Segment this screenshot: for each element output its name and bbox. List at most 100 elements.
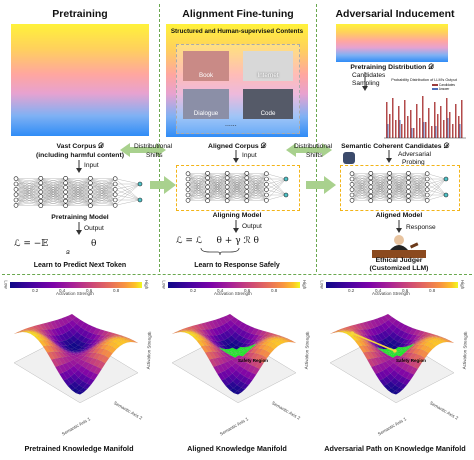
network-edge xyxy=(370,173,390,197)
network-edge xyxy=(246,182,267,190)
network-edge xyxy=(351,182,371,201)
network-edge xyxy=(266,173,287,180)
network-edge xyxy=(15,187,41,190)
thumb-book: Book xyxy=(183,51,229,81)
network-edge xyxy=(15,189,41,193)
network-edge xyxy=(389,173,409,192)
network-edge xyxy=(187,186,208,201)
harmful-content-label: (including harmful content) xyxy=(36,152,124,159)
network-edge xyxy=(115,183,141,195)
network-edge xyxy=(351,184,371,188)
network-edge xyxy=(115,183,141,201)
network-node xyxy=(38,203,44,209)
network-edge xyxy=(370,173,390,192)
adversarial-path xyxy=(351,332,396,352)
alignment-title: Alignment Fine-tuning xyxy=(182,8,294,20)
aligning-model-label: Aligning Model xyxy=(212,212,262,219)
colorbar-3-title: Activation Strength xyxy=(372,291,410,296)
network-edge xyxy=(389,186,409,201)
network-node xyxy=(88,175,93,181)
network-node xyxy=(349,198,355,203)
network-edge xyxy=(246,189,267,197)
network-node xyxy=(185,176,191,182)
divider-left xyxy=(159,4,160,272)
network-edge xyxy=(90,178,116,183)
network-edge xyxy=(187,184,208,188)
thumb-internet: Internet xyxy=(243,51,293,81)
network-edge xyxy=(90,194,116,202)
network-edge xyxy=(351,177,371,190)
network-edge xyxy=(370,177,390,201)
network-edge xyxy=(15,182,41,190)
network-edge xyxy=(15,189,41,197)
surface-patch xyxy=(384,313,393,321)
tick-3b: 0.4 xyxy=(375,288,382,293)
adversarial-title: Adversarial Inducement xyxy=(335,8,455,20)
network-edge xyxy=(15,178,41,197)
network-edge xyxy=(187,178,208,197)
network-edge xyxy=(40,191,66,206)
sampling-arrow xyxy=(362,72,368,91)
thumb-code-label: Code xyxy=(260,110,276,117)
network-edge xyxy=(408,186,428,201)
network-node xyxy=(63,194,68,199)
network-node xyxy=(88,203,93,209)
network-node xyxy=(244,184,250,190)
surface-patch xyxy=(126,337,134,341)
surface-patch xyxy=(329,331,338,334)
network-edge xyxy=(187,191,208,201)
network-node xyxy=(63,189,68,195)
colorbar-3-high: High xyxy=(460,279,466,290)
network-edge xyxy=(187,177,208,190)
network-node xyxy=(424,171,430,176)
network-edge xyxy=(40,187,66,206)
network-edge xyxy=(15,178,41,202)
alignment-thumbnail-grid: Book Internet Dialogue Code ...... xyxy=(176,44,300,134)
network-node xyxy=(264,192,269,198)
network-edge xyxy=(187,186,208,190)
network-edge xyxy=(351,173,371,190)
network-edge xyxy=(65,201,91,206)
network-node xyxy=(283,176,289,182)
network-node xyxy=(112,187,118,192)
network-edge xyxy=(187,184,208,197)
network-edge xyxy=(246,186,267,201)
network-edge xyxy=(65,178,91,188)
tick-2b: 0.4 xyxy=(217,288,224,293)
network-edge xyxy=(427,189,447,196)
shift-right-label-2: Shifts xyxy=(306,152,323,159)
colorbar-1-title: Activation Strength xyxy=(56,291,94,296)
network-node xyxy=(406,170,411,176)
colorbar-3-ticks: 0.2 0.4 0.6 0.8 xyxy=(326,288,458,294)
network-node xyxy=(38,198,44,204)
probing-label: Probing xyxy=(402,159,425,166)
tick-3a: 0.2 xyxy=(348,288,355,293)
network-edge xyxy=(408,173,428,183)
network-edge xyxy=(90,183,116,188)
network-edge xyxy=(15,196,41,206)
legend-answer: Answer xyxy=(432,87,455,92)
network-edge xyxy=(65,178,91,197)
network-edge xyxy=(207,196,228,201)
network-edge xyxy=(246,177,267,180)
network-edge xyxy=(90,178,116,188)
network-edge xyxy=(65,178,91,183)
network-edge xyxy=(187,173,208,180)
safety-region-label-3: Safety Region xyxy=(396,358,427,363)
network-edge xyxy=(351,186,371,190)
network-edge xyxy=(15,178,41,183)
network-node xyxy=(185,171,191,176)
network-edge xyxy=(246,173,267,178)
network-edge xyxy=(351,177,371,201)
network-edge xyxy=(227,173,247,201)
network-edge xyxy=(15,191,41,201)
network-edge xyxy=(351,182,371,185)
network-edge xyxy=(65,178,91,206)
network-edge xyxy=(408,186,428,190)
network-edge xyxy=(90,194,116,197)
aligned-model-label: Aligned Model xyxy=(375,212,423,219)
shift-left-label-1: Distributional xyxy=(134,143,173,150)
aligned-network-icon xyxy=(349,170,449,204)
network-edge xyxy=(246,182,267,201)
network-edge xyxy=(207,191,228,201)
